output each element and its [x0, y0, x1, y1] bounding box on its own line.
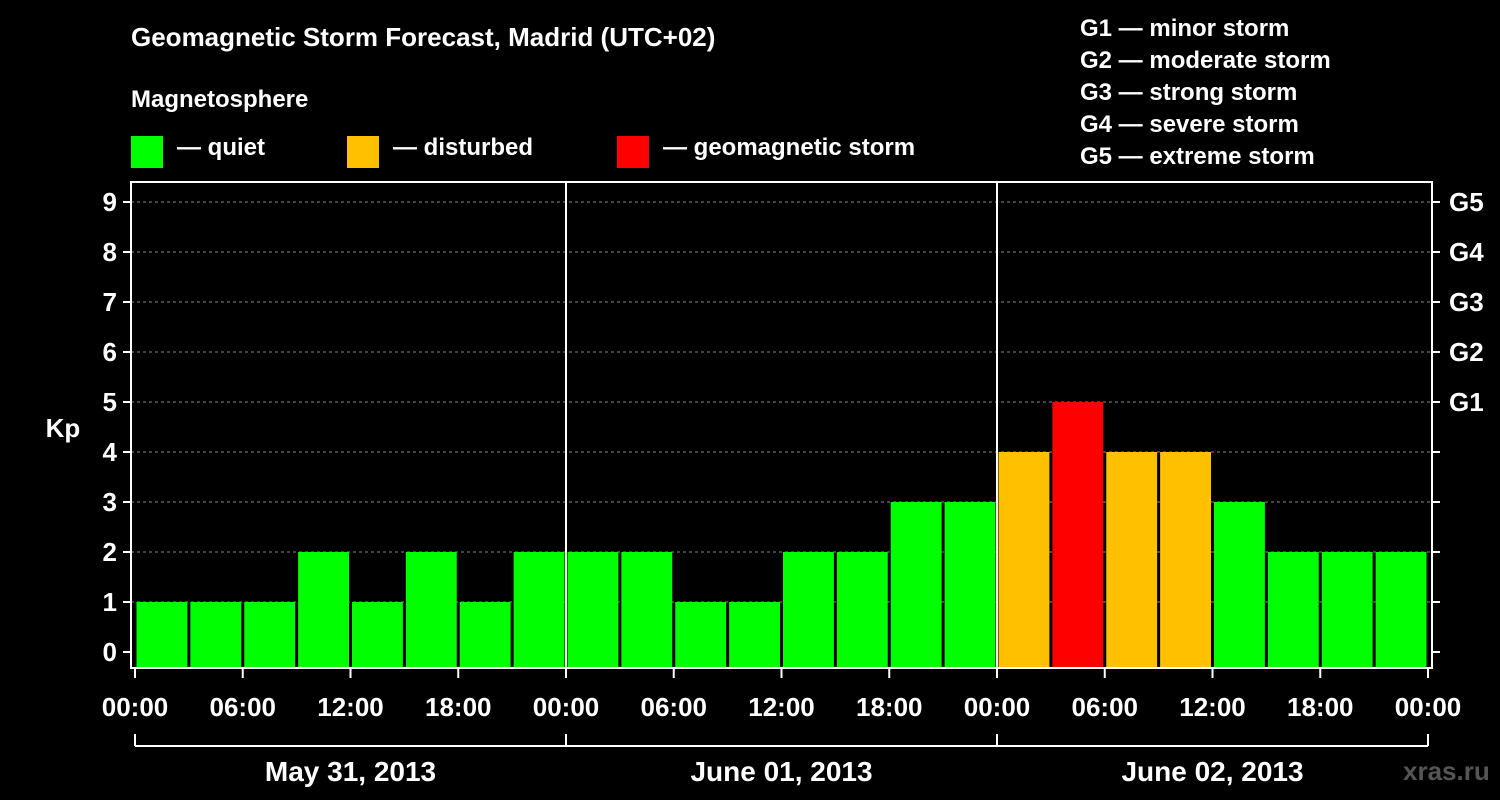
date-label: June 01, 2013 [690, 756, 872, 787]
x-tick-label: 18:00 [856, 692, 923, 722]
storm-scale-g5: G5 — extreme storm [1080, 143, 1315, 170]
legend-label-disturbed: — disturbed [393, 134, 534, 161]
kp-bar [567, 552, 619, 668]
kp-bar [621, 552, 673, 668]
kp-bar [1106, 452, 1158, 668]
kp-bar [675, 602, 727, 668]
date-label: June 02, 2013 [1121, 756, 1303, 787]
kp-bar [1321, 552, 1373, 668]
y-tick-label: 4 [103, 437, 118, 467]
kp-bar [783, 552, 834, 668]
x-tick-label: 18:00 [425, 692, 492, 722]
x-tick-label: 12:00 [317, 692, 384, 722]
kp-bar [1052, 402, 1104, 668]
legend-label-storm: — geomagnetic storm [663, 134, 916, 161]
x-tick-label: 12:00 [1179, 692, 1246, 722]
storm-scale-g4: G4 — severe storm [1080, 111, 1299, 138]
x-tick-label: 00:00 [1395, 692, 1462, 722]
y-tick-label: 8 [103, 237, 117, 267]
kp-bar [998, 452, 1050, 668]
g-scale-label: G2 [1449, 337, 1484, 367]
storm-scale-g1: G1 — minor storm [1080, 15, 1290, 42]
storm-scale-g2: G2 — moderate storm [1080, 47, 1331, 74]
y-tick-label: 3 [103, 487, 117, 517]
x-tick-label: 00:00 [533, 692, 600, 722]
watermark: xras.ru [1403, 756, 1490, 786]
storm-scale-g3: G3 — strong storm [1080, 79, 1298, 106]
kp-bar [352, 602, 403, 668]
legend-swatch-storm [617, 136, 649, 168]
kp-bar [244, 602, 296, 668]
legend-swatch-quiet [131, 136, 163, 168]
kp-bar [459, 602, 511, 668]
legend-label-quiet: — quiet [177, 134, 265, 161]
kp-bar [136, 602, 188, 668]
kp-bar [944, 502, 996, 668]
x-tick-label: 06:00 [210, 692, 277, 722]
chart-title: Geomagnetic Storm Forecast, Madrid (UTC+… [131, 22, 716, 52]
y-tick-label: 0 [103, 637, 117, 667]
y-tick-label: 1 [103, 587, 117, 617]
y-tick-label: 6 [103, 337, 117, 367]
g-scale-label: G3 [1449, 287, 1484, 317]
kp-bar [1267, 552, 1319, 668]
kp-bar [405, 552, 457, 668]
y-axis-label: Kp [46, 413, 81, 443]
y-tick-label: 5 [103, 387, 117, 417]
x-tick-label: 06:00 [641, 692, 708, 722]
kp-bar [729, 602, 780, 668]
legend-swatch-disturbed [347, 136, 379, 168]
kp-bar [890, 502, 942, 668]
kp-bar [1375, 552, 1427, 668]
kp-bar [513, 552, 565, 668]
x-tick-label: 00:00 [964, 692, 1031, 722]
kp-bar [298, 552, 349, 668]
g-scale-label: G1 [1449, 387, 1484, 417]
y-tick-label: 2 [103, 537, 117, 567]
kp-bar [836, 552, 888, 668]
legend-subtitle: Magnetosphere [131, 86, 309, 113]
x-tick-label: 00:00 [102, 692, 169, 722]
g-scale-label: G5 [1449, 187, 1484, 217]
x-tick-label: 06:00 [1072, 692, 1139, 722]
date-label: May 31, 2013 [265, 756, 436, 787]
kp-bar [1160, 452, 1211, 668]
x-tick-label: 18:00 [1287, 692, 1354, 722]
y-tick-label: 9 [103, 187, 117, 217]
y-tick-label: 7 [103, 287, 117, 317]
kp-bar [1214, 502, 1265, 668]
x-tick-label: 12:00 [748, 692, 815, 722]
kp-bar [190, 602, 242, 668]
g-scale-label: G4 [1449, 237, 1484, 267]
